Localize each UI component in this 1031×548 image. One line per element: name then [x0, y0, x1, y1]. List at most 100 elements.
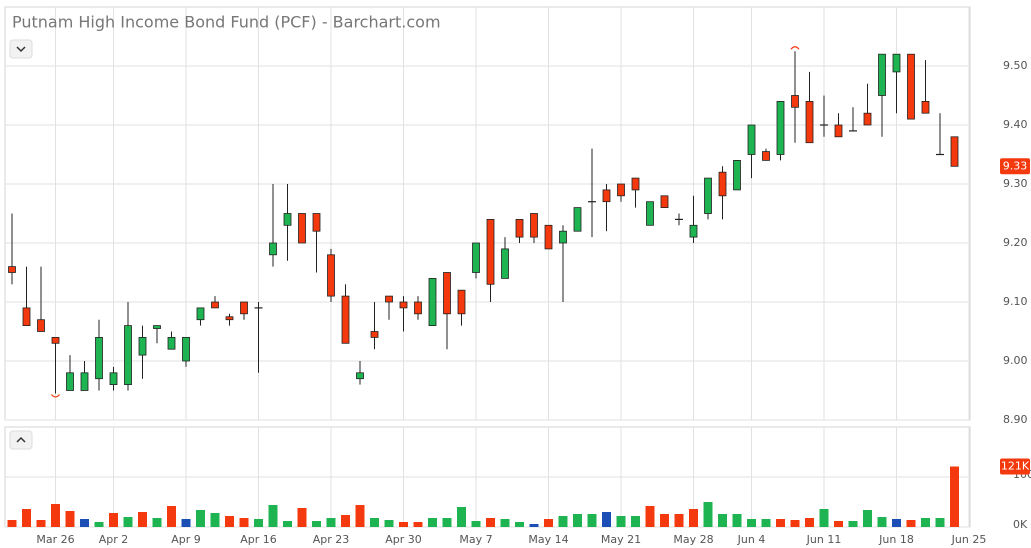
- candle-body: [341, 295, 350, 344]
- x-tick-label: Apr 2: [99, 533, 129, 546]
- candle-body: [515, 218, 524, 238]
- last-price-box: [1000, 158, 1030, 175]
- volume-bar: [877, 517, 887, 527]
- volume-bar: [834, 521, 843, 527]
- candle-body: [834, 124, 843, 138]
- x-tick-label: Jun 18: [878, 533, 914, 546]
- volume-bar: [254, 519, 263, 527]
- volume-bar: [732, 514, 742, 527]
- volume-bar: [616, 516, 626, 527]
- volume-bar: [587, 514, 597, 527]
- candle-body: [617, 183, 625, 197]
- candle-body: [646, 201, 654, 226]
- volume-bar: [892, 519, 901, 527]
- volume-bar: [152, 518, 162, 527]
- volume-bar: [225, 516, 234, 527]
- volume-bar: [558, 516, 568, 527]
- y-tick-label: 9.00: [1003, 354, 1028, 367]
- candle-body: [544, 224, 553, 250]
- volume-bar: [718, 514, 727, 527]
- volume-bar: [747, 519, 756, 527]
- candle-body: [863, 112, 872, 126]
- candle-body: [457, 289, 466, 315]
- volume-bar: [631, 516, 640, 527]
- volume-bar: [776, 519, 785, 527]
- candle-body: [559, 230, 567, 244]
- candle-body: [51, 336, 60, 344]
- volume-bar: [297, 508, 307, 527]
- chart-title: Putnam High Income Bond Fund (PCF) - Bar…: [12, 13, 441, 32]
- volume-bar: [167, 506, 176, 527]
- candle-body: [385, 295, 393, 303]
- x-tick-label: May 21: [601, 533, 641, 546]
- volume-bar: [602, 512, 611, 527]
- candle-body: [37, 319, 45, 332]
- volume-bar: [921, 518, 930, 527]
- candle-body: [776, 101, 785, 155]
- volume-bar: [689, 509, 698, 527]
- candle-body: [472, 242, 480, 273]
- volume-bar: [428, 518, 437, 527]
- volume-bar: [805, 518, 814, 527]
- volume-bar: [950, 466, 959, 527]
- candle-body: [892, 53, 901, 73]
- x-tick-label: May 14: [528, 533, 568, 546]
- volume-bar: [123, 517, 133, 527]
- candle-body: [718, 171, 727, 197]
- candle-body: [225, 316, 234, 321]
- volume-bar: [819, 509, 829, 527]
- x-tick-label: May 28: [673, 533, 713, 546]
- volume-label-box: [1000, 458, 1030, 475]
- volume-bar: [935, 518, 945, 527]
- candle-body: [182, 336, 190, 362]
- high-marker: [790, 46, 800, 50]
- candle-body: [878, 53, 886, 96]
- volume-bar: [848, 521, 858, 527]
- volume-tick-label: 0K: [1013, 518, 1028, 531]
- last-price-label: 9.33: [1003, 159, 1028, 172]
- candle-body: [573, 207, 582, 232]
- candle-body: [689, 224, 698, 238]
- candle-body: [327, 254, 335, 297]
- candle-body: [486, 218, 495, 285]
- volume-bar: [210, 513, 220, 527]
- candle-body: [414, 301, 422, 315]
- volume-bar: [645, 506, 655, 527]
- candle-body: [370, 331, 379, 338]
- candle-body: [153, 325, 161, 329]
- volume-bar: [471, 521, 481, 527]
- expand-button[interactable]: [9, 430, 33, 450]
- candle-body: [356, 372, 364, 380]
- x-tick-label: Apr 30: [385, 533, 422, 546]
- volume-bar: [7, 520, 17, 527]
- candle-body: [124, 325, 132, 386]
- candle-body: [501, 248, 509, 279]
- volume-bar: [283, 521, 292, 527]
- x-tick-label: Mar 26: [36, 533, 74, 546]
- collapse-button[interactable]: [9, 39, 33, 59]
- candle-body: [66, 372, 74, 391]
- candle-body: [138, 336, 147, 356]
- candle-body: [80, 372, 89, 391]
- candle-body: [211, 301, 219, 309]
- volume-bar: [544, 519, 553, 527]
- candle-body: [907, 53, 915, 120]
- candle-body: [747, 124, 756, 155]
- volume-bar: [36, 520, 46, 527]
- volume-bar: [660, 514, 669, 527]
- volume-bar: [500, 519, 510, 527]
- y-tick-label: 9.20: [1003, 236, 1028, 249]
- candle-body: [805, 101, 814, 144]
- volume-bar: [22, 509, 31, 527]
- volume-bar: [94, 522, 104, 527]
- candle-body: [167, 336, 176, 350]
- candle-body: [269, 242, 277, 256]
- candle-body: [196, 307, 205, 321]
- volume-bar: [138, 512, 147, 527]
- candle-body: [298, 213, 306, 244]
- candle-body: [22, 307, 31, 326]
- candle-body: [312, 213, 321, 232]
- candle-body: [443, 272, 451, 315]
- volume-bar: [312, 521, 321, 527]
